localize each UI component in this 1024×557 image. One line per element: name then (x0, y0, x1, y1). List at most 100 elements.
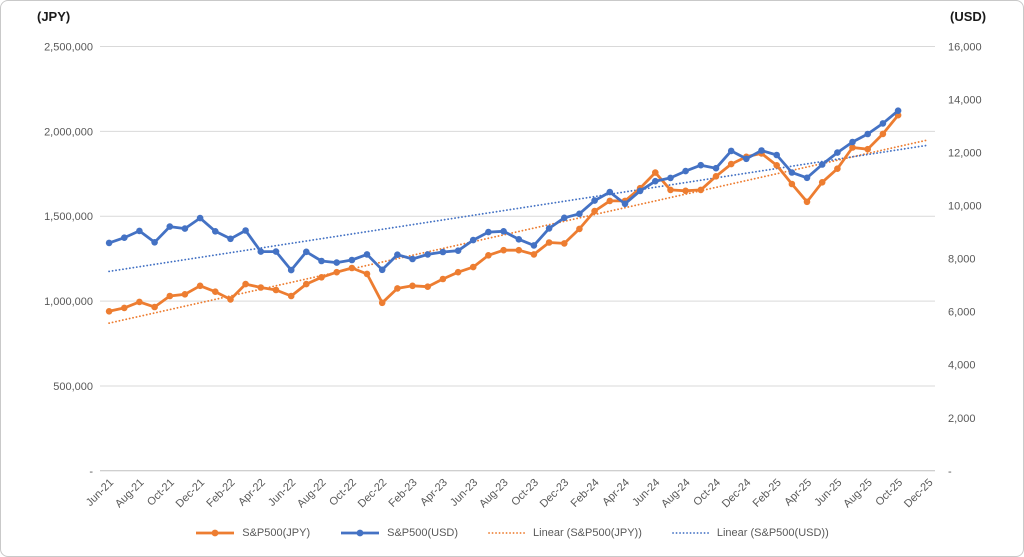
data-point-usd (287, 266, 295, 274)
x-axis-tick-label: Jun-23 (448, 477, 480, 509)
data-point-jpy (849, 144, 856, 151)
data-point-jpy (606, 197, 614, 205)
data-point-usd (712, 164, 720, 172)
right-axis-tick-label: 16,000 (948, 42, 982, 54)
data-point-usd (879, 120, 887, 127)
data-point-jpy (788, 180, 796, 188)
left-axis-title: (JPY) (37, 9, 71, 24)
data-point-usd (151, 239, 158, 246)
data-point-jpy (333, 268, 341, 276)
data-point-usd (136, 227, 143, 235)
data-point-usd (333, 259, 341, 266)
data-point-jpy (318, 274, 325, 281)
x-axis-tick-label: Feb-24 (569, 477, 602, 510)
data-point-usd (894, 107, 902, 114)
x-axis-tick-label: Apr-25 (782, 477, 814, 509)
data-point-jpy (576, 225, 583, 233)
x-axis-tick-label: Dec-25 (902, 477, 936, 511)
legend-label-usd: S&P500(USD) (387, 527, 459, 539)
data-point-jpy (394, 285, 401, 292)
legend-item-linear-usd[interactable]: Linear (S&P500(USD)) (671, 527, 829, 539)
right-axis-tick-label: 4,000 (948, 360, 976, 372)
legend-swatch-linear-usd-icon (671, 532, 710, 534)
right-axis-tick-label: 6,000 (948, 307, 976, 319)
x-axis-tick-label: Oct-24 (691, 477, 723, 509)
data-point-usd (788, 169, 796, 176)
right-axis-tick-label: 2,000 (948, 413, 976, 425)
right-axis-tick-labels: 16,000 14,000 12,000 10,000 8,000 6,000 4,000 2… (948, 42, 982, 478)
x-axis-tick-label: Jun-24 (630, 477, 662, 509)
data-point-usd (272, 248, 280, 255)
data-point-usd (606, 188, 614, 196)
x-axis-tick-label: Apr-24 (600, 477, 632, 509)
legend-swatch-usd-line-icon (341, 529, 380, 537)
data-point-jpy (652, 169, 659, 176)
right-axis-tick-label: 8,000 (948, 254, 976, 266)
data-point-jpy (409, 282, 416, 290)
data-point-usd (515, 236, 523, 243)
legend-item-jpy[interactable]: S&P500(JPY) (195, 527, 310, 539)
data-point-usd (743, 155, 750, 163)
data-point-jpy (818, 179, 826, 186)
x-axis-tick-label: Dec-21 (174, 477, 208, 511)
data-point-jpy (105, 308, 113, 315)
left-axis-tick-label: 2,500,000 (44, 42, 93, 54)
data-point-usd (545, 225, 553, 232)
trendline-jpy (108, 138, 930, 325)
data-point-jpy (561, 240, 568, 247)
data-point-jpy (181, 291, 189, 298)
data-point-usd (303, 248, 310, 256)
data-point-usd (196, 214, 204, 222)
data-point-usd (348, 256, 356, 264)
data-point-jpy (773, 162, 780, 169)
gridlines (100, 46, 935, 472)
data-point-usd (803, 174, 811, 182)
data-point-jpy (591, 207, 598, 215)
data-point-jpy (545, 239, 553, 246)
legend-item-linear-jpy[interactable]: Linear (S&P500(JPY)) (488, 527, 642, 539)
data-point-usd (121, 234, 128, 241)
data-point-usd (773, 151, 780, 159)
data-point-usd (530, 242, 538, 249)
x-axis-tick-label: Oct-21 (145, 477, 177, 509)
data-point-usd (424, 251, 432, 258)
data-point-jpy (712, 173, 720, 180)
left-axis-tick-label: 500,000 (53, 381, 93, 393)
legend-item-usd[interactable]: S&P500(USD) (340, 527, 458, 539)
data-point-usd (166, 223, 174, 230)
left-axis-tick-label: 1,500,000 (44, 211, 93, 223)
legend-label-jpy: S&P500(JPY) (242, 527, 311, 539)
data-point-usd (500, 228, 507, 235)
data-point-jpy (212, 288, 219, 296)
data-point-jpy (530, 251, 538, 258)
data-point-usd (454, 247, 462, 254)
data-point-usd (849, 138, 856, 146)
legend-label-linear-jpy: Linear (S&P500(JPY)) (533, 527, 642, 539)
left-axis-tick-labels: 2,500,000 2,000,000 1,500,000 1,000,000 500,… (44, 42, 93, 478)
data-point-jpy (378, 299, 386, 307)
x-axis-tick-label: Aug-21 (113, 477, 147, 511)
data-point-usd (363, 251, 371, 258)
data-point-jpy (485, 252, 492, 259)
legend-swatch-jpy-line-icon (196, 529, 235, 537)
data-point-jpy (864, 145, 871, 153)
data-point-usd (257, 248, 265, 255)
x-axis-tick-label: Oct-25 (873, 477, 905, 509)
data-point-usd (652, 177, 659, 185)
x-axis-tick-label: Feb-23 (387, 477, 420, 510)
data-point-usd (439, 248, 447, 256)
x-axis-tick-label: Aug-24 (659, 477, 693, 511)
x-axis-tick-label: Aug-25 (841, 477, 875, 511)
data-point-jpy (834, 165, 841, 172)
series-line-usd (108, 109, 899, 272)
left-axis-tick-label: 1,000,000 (44, 296, 93, 308)
data-point-jpy (242, 280, 249, 288)
data-point-usd (834, 149, 841, 156)
data-point-usd (758, 147, 765, 154)
data-point-usd (561, 214, 568, 222)
data-point-usd (212, 228, 219, 235)
data-point-jpy (500, 246, 507, 254)
right-axis-tick-label: 14,000 (948, 95, 982, 107)
